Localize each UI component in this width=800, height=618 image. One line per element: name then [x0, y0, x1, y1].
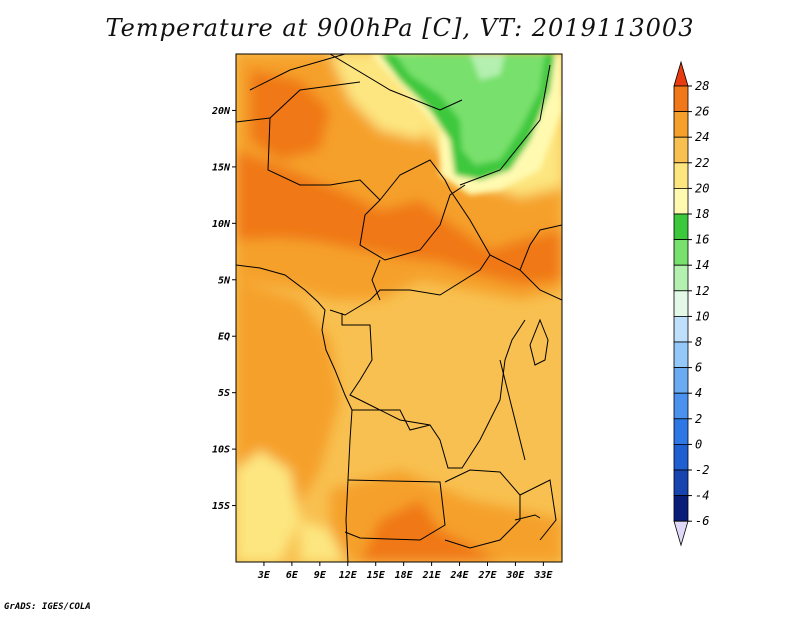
map-frame [235, 53, 563, 563]
border-congo [341, 313, 526, 469]
border-sahel [267, 117, 466, 261]
lon-tick-label: 9E [314, 570, 327, 581]
border-central [329, 64, 551, 316]
colorbar-swatch [673, 341, 689, 369]
colorbar-swatch [673, 315, 689, 343]
colorbar-label: 12 [695, 284, 709, 298]
colorbar-label: 8 [695, 335, 702, 349]
lat-tick-label: 10N [212, 219, 231, 230]
border-lakes [499, 318, 549, 521]
lon-tick-label: 12E [339, 570, 358, 581]
border-east [489, 224, 562, 301]
lat-tick-label: EQ [218, 332, 230, 343]
lat-tick-label: 10S [212, 445, 230, 456]
colorbar-swatch [673, 418, 689, 445]
lon-tick-label: 24E [450, 570, 470, 581]
lon-tick-label: 30E [505, 570, 525, 581]
lat-tick-label: 5N [218, 275, 231, 286]
colorbar-label: 16 [695, 233, 709, 247]
boundaries [236, 54, 562, 562]
colorbar-swatch [673, 239, 689, 266]
colorbar-swatch [673, 187, 689, 215]
colorbar-top-arrow [673, 60, 689, 87]
lon-tick-label: 18E [395, 570, 414, 581]
colorbar-label: 26 [695, 105, 709, 119]
colorbar-swatch [673, 495, 689, 522]
credit-text: GrADS: IGES/COLA [4, 602, 91, 612]
field-20-22-west-margin [236, 450, 300, 562]
colorbar-label: 22 [695, 156, 709, 170]
lon-tick-label: 21E [422, 570, 442, 581]
colorbar-swatch [673, 367, 689, 394]
lon-tick-label: 3E [257, 570, 271, 581]
colorbar-label: 18 [695, 207, 709, 221]
colorbar-label: -4 [695, 489, 709, 503]
colorbar-bottom-arrow [673, 520, 689, 547]
colorbar-label: -2 [695, 463, 709, 477]
border-south [344, 409, 557, 549]
colorbar-swatch [673, 111, 689, 138]
lon-tick-label: 15E [367, 570, 386, 581]
colorbar-label: 14 [695, 258, 709, 272]
lat-tick-label: 20N [211, 106, 231, 117]
chart-title: Temperature at 900hPa [C], VT: 201911300… [105, 14, 695, 42]
colorbar-label: -6 [695, 514, 709, 528]
border-sahara [236, 54, 463, 123]
field-20-22-southwest [300, 520, 345, 562]
colorbar-label: 24 [695, 130, 709, 144]
colorbar-swatch [673, 213, 689, 241]
lat-tick-label: 15S [212, 501, 230, 512]
colorbar-label: 28 [695, 79, 709, 93]
lat-tick-label: 15N [212, 162, 231, 173]
colorbar-swatch [673, 264, 689, 292]
lon-tick-label: 27E [477, 570, 497, 581]
colorbar-label: 4 [695, 386, 702, 400]
colorbar-label: 0 [695, 437, 702, 451]
colorbar-swatch [673, 392, 689, 420]
lon-tick-label: 6E [286, 570, 299, 581]
field-26-28-sahel [236, 150, 562, 285]
coastline-west [236, 264, 353, 562]
field-10-12-peak [470, 54, 505, 80]
lat-tick-label: 5S [218, 388, 230, 399]
field-12-14-ethiopia [395, 54, 545, 165]
colorbar-swatch [673, 85, 689, 113]
colorbar-swatch [673, 469, 689, 497]
colorbar-label: 20 [695, 181, 709, 195]
longitude-axis: 3E 6E 9E 12E 15E 18E 21E 24E 27E 30E 33E [257, 562, 553, 581]
colorbar-swatch [673, 136, 689, 164]
colorbar-label: 6 [695, 361, 702, 375]
colorbar-label: 2 [695, 412, 702, 426]
lon-tick-label: 33E [533, 570, 553, 581]
colorbar-swatch [673, 162, 689, 189]
latitude-axis: 20N 15N 10N 5N EQ 5S 10S 15S [211, 106, 236, 512]
colorbar-label: 10 [695, 309, 709, 323]
field-26-28-northwest [250, 70, 330, 160]
temperature-field [236, 54, 562, 562]
colorbar-swatch [673, 443, 689, 471]
colorbar-swatch [673, 290, 689, 317]
